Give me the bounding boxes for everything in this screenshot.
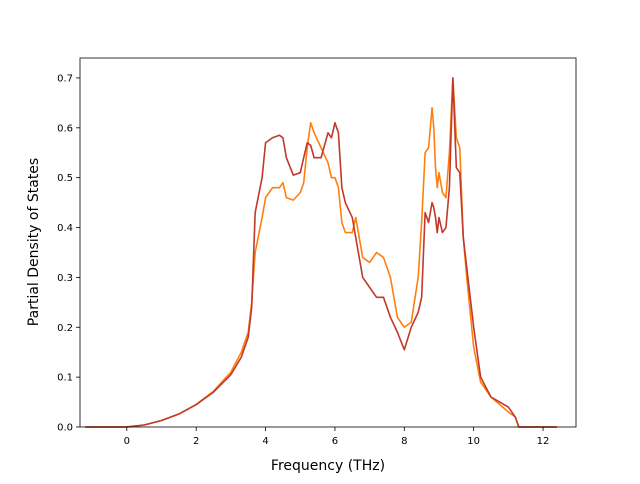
axes-frame xyxy=(79,57,577,428)
x-axis-ticks: 0 2 4 6 8 10 12 xyxy=(124,427,550,447)
y-tick-label: 0.5 xyxy=(57,173,73,184)
y-tick-label: 0.7 xyxy=(57,73,73,84)
x-tick-label: 8 xyxy=(401,436,407,447)
y-tick-label: 0.0 xyxy=(57,423,73,434)
x-tick-label: 2 xyxy=(193,436,199,447)
x-axis-label: Frequency (THz) xyxy=(271,458,385,474)
series-layer xyxy=(85,77,557,428)
y-axis-label: Partial Density of States xyxy=(26,158,42,326)
series-line-2 xyxy=(85,77,557,428)
y-tick-label: 0.3 xyxy=(57,273,73,284)
x-tick-label: 0 xyxy=(124,436,130,447)
x-tick-label: 4 xyxy=(262,436,268,447)
x-tick-label: 12 xyxy=(537,436,550,447)
y-axis-ticks: 0.0 0.1 0.2 0.3 0.4 0.5 0.6 0.7 xyxy=(57,73,80,434)
y-tick-label: 0.1 xyxy=(57,373,73,384)
x-tick-label: 6 xyxy=(332,436,338,447)
plot-area xyxy=(80,58,576,427)
y-tick-label: 0.2 xyxy=(57,323,73,334)
y-tick-label: 0.6 xyxy=(57,123,73,134)
x-tick-label: 10 xyxy=(467,436,480,447)
y-tick-label: 0.4 xyxy=(57,223,73,234)
